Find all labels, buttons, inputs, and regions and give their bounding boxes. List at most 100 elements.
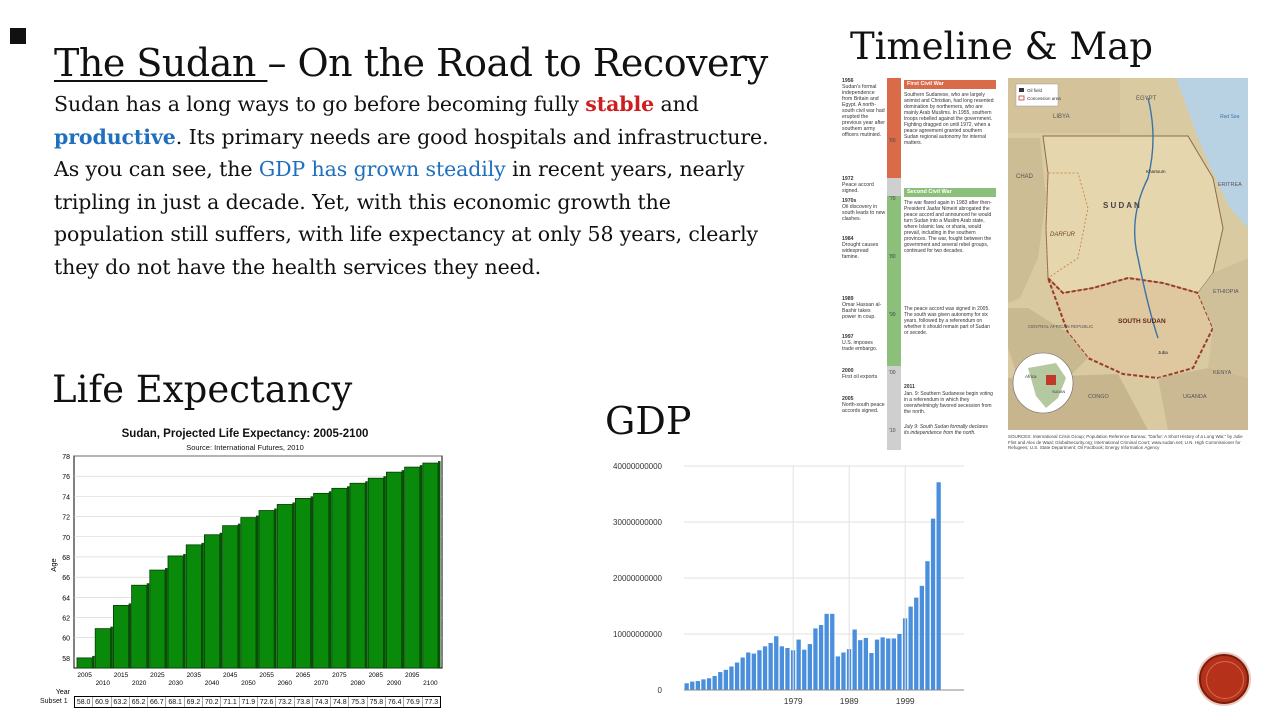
le-bar xyxy=(240,517,257,669)
le-bar xyxy=(113,605,130,669)
gdp-bar xyxy=(779,646,784,690)
title-rest: – On the Road to Recovery xyxy=(267,41,768,85)
africa-label: Africa xyxy=(1025,374,1037,379)
le-table-cell: 73.8 xyxy=(293,697,312,707)
le-bar xyxy=(313,492,330,669)
year-2011-text: Jan. 9: Southern Sudanese begin voting i… xyxy=(904,391,993,415)
le-x-tick-label: 2020 xyxy=(132,680,147,687)
timeline-entry-text: U.S. imposes trade embargo. xyxy=(842,340,878,352)
life-expectancy-plot: 5860626466687072747678Age200520102015202… xyxy=(49,454,443,696)
le-table-cell: 71.1 xyxy=(220,697,238,707)
gdp-y-tick-label: 10000000000 xyxy=(613,630,662,639)
le-x-tick-label: 2090 xyxy=(387,680,402,687)
map-legend-box xyxy=(1015,83,1059,107)
le-bar-shadow xyxy=(365,481,368,668)
gdp-bar xyxy=(852,629,857,690)
gdp-y-tick-label: 20000000000 xyxy=(613,574,662,583)
gdp-bar xyxy=(774,636,779,690)
life-expectancy-heading: Life Expectancy xyxy=(52,368,353,411)
le-bar-shadow xyxy=(328,491,332,668)
gdp-bar xyxy=(701,679,706,690)
sudan-inset-label: SUDAN xyxy=(1052,390,1066,394)
le-table-cell: 65.2 xyxy=(128,697,147,707)
gdp-grown-highlight: GDP has grown steadily xyxy=(258,157,506,181)
gdp-bar xyxy=(712,676,717,690)
sudan-shape xyxy=(1042,135,1224,294)
le-x-tick-label: 2070 xyxy=(314,680,329,687)
congo-label: CONGO xyxy=(1088,394,1110,400)
le-bar-shadow xyxy=(274,508,277,668)
gdp-bar xyxy=(880,637,885,690)
timeline-entry: 1989 Omar Hassan al-Bashir takes power i… xyxy=(842,296,886,320)
paragraph-text: Sudan has a long ways to go before becom… xyxy=(54,92,586,116)
gdp-bar xyxy=(734,662,740,690)
le-y-tick-label: 78 xyxy=(62,454,70,461)
timeline-decade-label: '00 xyxy=(889,370,896,376)
le-table-cell: 75.8 xyxy=(366,697,385,707)
le-bar-shadow xyxy=(219,532,223,668)
gdp-bar xyxy=(936,482,941,690)
timeline-entry-text: Drought causes widespread famine. xyxy=(842,242,879,260)
red-sea-shape xyxy=(1176,78,1248,228)
le-y-axis-label: Age xyxy=(49,558,58,571)
le-y-tick-label: 60 xyxy=(62,636,70,643)
chad-label: CHAD xyxy=(1016,174,1034,180)
le-bar-shadow xyxy=(110,626,113,668)
le-table-cell: 68.1 xyxy=(165,697,183,707)
le-bar xyxy=(258,510,275,669)
le-bar xyxy=(76,657,93,669)
oil-field-swatch xyxy=(1019,88,1024,92)
le-table-cell: 76.4 xyxy=(385,697,403,707)
sudan-map: Oil field Concession area EGYPT LIBYA CH… xyxy=(1008,78,1248,430)
first-war-text: Southern Sudanese, who are largely animi… xyxy=(904,92,994,146)
gdp-bar xyxy=(897,634,902,690)
title-underlined-part: The Sudan xyxy=(54,41,268,85)
south-sudan-label: SOUTH SUDAN xyxy=(1118,318,1166,325)
gdp-bar xyxy=(858,640,863,690)
gdp-bar xyxy=(802,649,807,690)
timeline-entry: 1970s Oil discovery in south leads to ne… xyxy=(842,198,886,222)
le-y-tick-label: 58 xyxy=(62,656,70,663)
le-table-cells: 58.0 60.9 63.2 65.2 66.7 68.1 69.2 70.2 71.1 71.9… xyxy=(74,696,441,708)
south-sudan-shape xyxy=(1047,276,1215,380)
stable-highlight: stable xyxy=(585,92,655,116)
gdp-chart: 0 10000000000 20000000000 30000000000 400000… xyxy=(613,462,964,706)
slide-nav-circle-button[interactable] xyxy=(1199,654,1249,704)
le-data-table: Subset 1 58.0 60.9 63.2 65.2 66.7 68.1 69.2 70.… xyxy=(40,696,441,708)
gdp-bar xyxy=(830,613,835,690)
map-graphic: Oil field Concession area EGYPT LIBYA CH… xyxy=(1008,78,1248,430)
le-bar xyxy=(385,471,402,669)
timeline-entry-year: 1972 xyxy=(842,176,854,182)
ethiopia-label: ETHIOPIA xyxy=(1213,289,1239,295)
gdp-bar xyxy=(757,650,762,690)
timeline-entry-year: 2005 xyxy=(842,396,854,402)
le-x-tick-label: 2095 xyxy=(405,672,420,679)
gdp-bar xyxy=(919,585,924,690)
timeline-entry-year: 1989 xyxy=(842,296,854,302)
timeline-decade-label: '60 xyxy=(889,138,896,144)
legend-oil-label: Oil field xyxy=(1027,88,1043,93)
gdp-bar xyxy=(863,637,868,690)
le-y-tick-label: 68 xyxy=(62,555,70,562)
khartoum-label: Khartoum xyxy=(1146,169,1166,174)
timeline-entry-text: North-south peace accords signed. xyxy=(842,402,885,414)
le-table-cell: 60.9 xyxy=(92,697,110,707)
le-table-cell: 66.7 xyxy=(147,697,165,707)
le-table-cell: 63.2 xyxy=(110,697,129,707)
le-bar-shadow xyxy=(383,476,386,668)
gdp-bar xyxy=(684,683,689,690)
timeline-entry-text: Sudan's formal independence from Britain… xyxy=(842,84,885,138)
peace-text: The peace accord was signed in 2005. The… xyxy=(904,306,990,336)
uganda-label: UGANDA xyxy=(1183,394,1207,400)
gdp-bar xyxy=(706,678,712,690)
slide-title: The Sudan – On the Road to Recovery xyxy=(54,38,768,88)
egypt-label: EGYPT xyxy=(1136,96,1157,102)
timeline-graphic: 1956 Sudan's formal independence from Br… xyxy=(842,78,1006,450)
le-x-tick-label: 2080 xyxy=(350,680,365,687)
gdp-bar xyxy=(695,681,700,690)
gdp-bar xyxy=(869,653,874,690)
le-bar-shadow xyxy=(165,568,168,668)
paragraph-text: in recent years, nearly tripling in just… xyxy=(54,157,759,279)
le-bar-shadow xyxy=(438,461,441,668)
second-war-span xyxy=(887,196,901,366)
